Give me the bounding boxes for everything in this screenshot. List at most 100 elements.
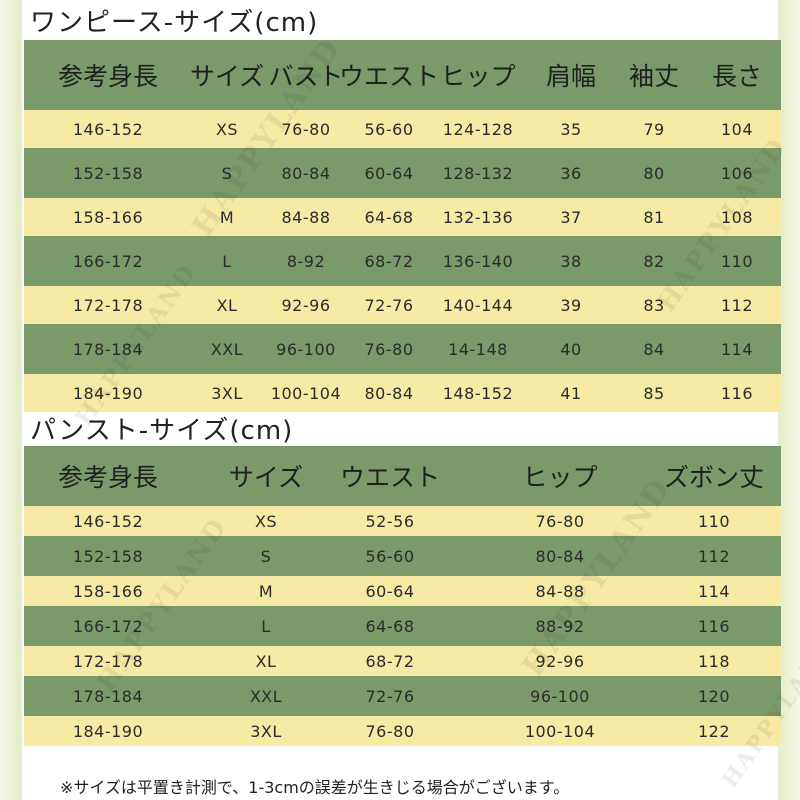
- table-cell: 110: [720, 251, 754, 271]
- table-cell: 60-64: [364, 163, 414, 183]
- table-cell: S: [221, 163, 233, 183]
- table-cell: 152-158: [72, 163, 144, 183]
- table-cell: 84-88: [535, 581, 585, 601]
- table-cell: 124-128: [442, 119, 514, 139]
- left-border-frame: [0, 0, 22, 800]
- table-cell: 112: [697, 546, 731, 566]
- table-cell: 152-158: [72, 546, 144, 566]
- column-header: ウエスト: [339, 463, 440, 492]
- column-header: 肩幅: [545, 62, 596, 91]
- pants-size-table: 参考身長 サイズ ウエスト ヒップ ズボン丈 146-152 XS 52-56 76-80 110…: [24, 446, 781, 746]
- table-cell: 184-190: [72, 383, 144, 403]
- table-cell: L: [261, 616, 271, 636]
- table-row: 152-158 S 56-60 80-84 112: [24, 536, 781, 576]
- table-cell: 158-166: [72, 207, 144, 227]
- table-cell: 122: [697, 721, 731, 741]
- table-cell: 64-68: [364, 207, 414, 227]
- table-cell: 76-80: [535, 511, 585, 531]
- table-cell: 68-72: [365, 651, 415, 671]
- column-header: ズボン丈: [663, 463, 764, 492]
- column-header: ヒップ: [522, 463, 598, 492]
- table-row: 166-172 L 8-92 68-72 136-140 38 82 110: [24, 236, 781, 286]
- column-header: 参考身長: [57, 463, 158, 492]
- table-cell: 116: [720, 383, 754, 403]
- onepiece-size-table: 参考身長 サイズ バスト ウエスト ヒップ 肩幅 袖丈 長さ 146-152 XS 76-80 56-…: [24, 40, 781, 412]
- table-cell: 85: [643, 383, 665, 403]
- table-cell: 88-92: [535, 616, 585, 636]
- table-cell: 128-132: [442, 163, 514, 183]
- table-cell: 35: [560, 119, 582, 139]
- column-header: ヒップ: [440, 62, 516, 91]
- table-cell: 178-184: [72, 686, 144, 706]
- table-cell: 146-152: [72, 511, 144, 531]
- table-cell: XL: [255, 651, 277, 671]
- table-cell: L: [222, 251, 232, 271]
- table-cell: 146-152: [72, 119, 144, 139]
- table-cell: 79: [643, 119, 665, 139]
- column-header: 袖丈: [628, 62, 679, 91]
- table-cell: M: [258, 581, 274, 601]
- table-cell: 39: [560, 295, 582, 315]
- table-cell: 114: [720, 339, 754, 359]
- table-cell: 96-100: [276, 339, 336, 359]
- table-cell: 56-60: [364, 119, 414, 139]
- column-header: サイズ: [228, 463, 304, 492]
- table-cell: 92-96: [281, 295, 331, 315]
- table-cell: 172-178: [72, 651, 144, 671]
- table-cell: 172-178: [72, 295, 144, 315]
- measurement-note: ※サイズは平置き計測で、1-3cmの誤差が生きじる場合がございます。: [60, 778, 570, 797]
- table-cell: XL: [216, 295, 238, 315]
- table-cell: XS: [215, 119, 239, 139]
- table-row: 172-178 XL 68-72 92-96 118: [24, 646, 781, 676]
- table-cell: 41: [560, 383, 582, 403]
- table-cell: XXL: [249, 686, 283, 706]
- onepiece-header-row: 参考身長 サイズ バスト ウエスト ヒップ 肩幅 袖丈 長さ: [24, 40, 781, 110]
- table-row: 146-152 XS 52-56 76-80 110: [24, 506, 781, 536]
- table-row: 158-166 M 60-64 84-88 114: [24, 576, 781, 606]
- table-cell: 166-172: [72, 251, 144, 271]
- table-cell: 52-56: [365, 511, 415, 531]
- column-header: ウエスト: [338, 62, 439, 91]
- table-cell: 84: [643, 339, 665, 359]
- table-row: 146-152 XS 76-80 56-60 124-128 35 79 104: [24, 110, 781, 148]
- table-cell: 36: [560, 163, 582, 183]
- table-cell: 68-72: [364, 251, 414, 271]
- table-cell: M: [219, 207, 235, 227]
- table-row: 178-184 XXL 72-76 96-100 120: [24, 676, 781, 716]
- table-cell: 40: [560, 339, 582, 359]
- table-cell: 76-80: [364, 339, 414, 359]
- table-cell: 106: [720, 163, 754, 183]
- table-cell: 60-64: [365, 581, 415, 601]
- table-cell: 112: [720, 295, 754, 315]
- table-cell: 104: [720, 119, 754, 139]
- table-row: 178-184 XXL 96-100 76-80 14-148 40 84 114: [24, 324, 781, 374]
- table-cell: 100-104: [270, 383, 342, 403]
- table-cell: 76-80: [281, 119, 331, 139]
- table-cell: 80-84: [364, 383, 414, 403]
- table-cell: 158-166: [72, 581, 144, 601]
- table-cell: 14-148: [448, 339, 508, 359]
- table-cell: 184-190: [72, 721, 144, 741]
- table-cell: 118: [697, 651, 731, 671]
- table-cell: 3XL: [250, 721, 282, 741]
- table-cell: 96-100: [530, 686, 590, 706]
- table-cell: 166-172: [72, 616, 144, 636]
- right-border-frame: [778, 0, 800, 800]
- table-cell: 84-88: [281, 207, 331, 227]
- table-cell: 80: [643, 163, 665, 183]
- table-cell: 37: [560, 207, 582, 227]
- table-cell: 56-60: [365, 546, 415, 566]
- onepiece-size-title: ワンピース-サイズ(cm): [30, 8, 319, 38]
- table-row: 158-166 M 84-88 64-68 132-136 37 81 108: [24, 198, 781, 236]
- table-row: 184-190 3XL 76-80 100-104 122: [24, 716, 781, 746]
- table-cell: 110: [697, 511, 731, 531]
- table-cell: 76-80: [365, 721, 415, 741]
- table-cell: 100-104: [524, 721, 596, 741]
- column-header: 長さ: [711, 62, 762, 91]
- table-cell: 148-152: [442, 383, 514, 403]
- table-cell: 132-136: [442, 207, 514, 227]
- table-cell: 82: [643, 251, 665, 271]
- column-header: バスト: [268, 62, 344, 91]
- table-cell: 72-76: [365, 686, 415, 706]
- table-cell: 116: [697, 616, 731, 636]
